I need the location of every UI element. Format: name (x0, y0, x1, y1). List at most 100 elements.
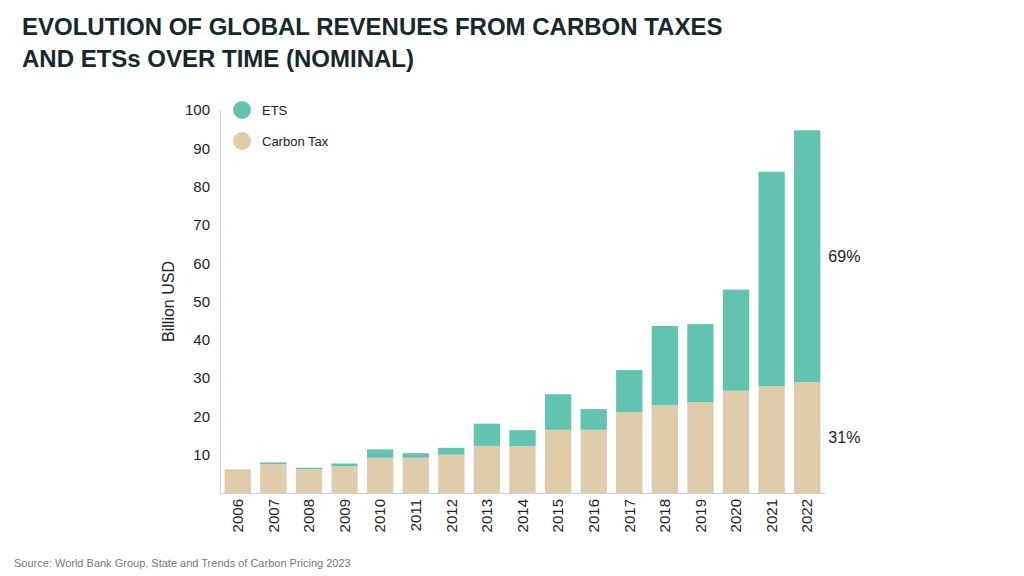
x-tick: 2017 (621, 499, 638, 532)
y-tick: 20 (193, 408, 220, 425)
x-tick: 2014 (514, 499, 531, 532)
y-tick: 60 (193, 255, 220, 272)
x-tick: 2011 (407, 499, 424, 531)
bar (260, 464, 286, 493)
bar (723, 290, 749, 391)
legend-label: ETS (262, 103, 288, 118)
y-tick-label: 80 (193, 178, 210, 195)
x-tick-label: 2013 (478, 499, 495, 532)
y-tick-label: 90 (193, 140, 210, 157)
x-tick-label: 2016 (585, 499, 602, 532)
x-tick: 2022 (798, 499, 815, 532)
x-tick: 2012 (443, 499, 460, 532)
x-tick: 2016 (585, 499, 602, 532)
y-axis-title: Billion USD (160, 261, 177, 342)
bar (794, 382, 820, 493)
y-tick-label: 50 (193, 293, 210, 310)
x-tick: 2013 (478, 499, 495, 532)
bar (509, 430, 535, 446)
x-tick: 2008 (300, 499, 317, 532)
bar (474, 424, 500, 446)
x-tick: 2010 (371, 499, 388, 532)
bar (687, 324, 713, 402)
title: EVOLUTION OF GLOBAL REVENUES FROM CARBON… (22, 13, 722, 72)
x-tick: 2018 (656, 499, 673, 532)
chart: EVOLUTION OF GLOBAL REVENUES FROM CARBON… (0, 0, 1024, 576)
bar (225, 469, 251, 470)
y-tick-label: 40 (193, 331, 210, 348)
bar (758, 386, 784, 493)
bar (581, 409, 607, 430)
x-tick-label: 2006 (229, 499, 246, 532)
x-tick-label: 2015 (549, 499, 566, 532)
bars (225, 130, 821, 493)
source: Source: World Bank Group, State and Tren… (14, 557, 351, 569)
bar (545, 430, 571, 493)
x-tick: 2007 (265, 499, 282, 532)
bar (652, 326, 678, 405)
legend-label: Carbon Tax (262, 134, 329, 149)
bar (367, 458, 393, 493)
bar (545, 394, 571, 430)
x-tick: 2020 (727, 499, 744, 532)
legend: ETS Carbon Tax (233, 101, 329, 150)
y-tick: 30 (193, 369, 220, 386)
y-tick: 10 (193, 446, 220, 463)
x-tick: 2015 (549, 499, 566, 532)
x-tick: 2006 (229, 499, 246, 532)
annotations: 31%69% (828, 248, 860, 446)
bar (616, 370, 642, 412)
y-tick: 80 (193, 178, 220, 195)
x-tick-label: 2012 (443, 499, 460, 532)
bar (438, 448, 464, 455)
bar (331, 464, 357, 467)
y-axis-line (220, 111, 221, 494)
bar (794, 130, 820, 382)
title-line: EVOLUTION OF GLOBAL REVENUES FROM CARBON… (22, 13, 722, 40)
bar (296, 469, 322, 493)
x-tick-label: 2020 (727, 499, 744, 532)
x-tick: 2019 (692, 499, 709, 532)
legend-item: Carbon Tax (233, 132, 329, 150)
x-tick-label: 2009 (336, 499, 353, 532)
y-axis: 10 20 30 40 50 60 70 80 90 100 (185, 101, 221, 493)
bar (367, 449, 393, 457)
y-tick: 100 (185, 101, 220, 118)
x-tick-label: 2014 (514, 499, 531, 532)
y-tick: 70 (193, 216, 220, 233)
share-annotation: 31% (828, 429, 860, 446)
x-tick-label: 2011 (407, 499, 424, 531)
bar (509, 446, 535, 493)
bar (403, 458, 429, 493)
y-tick-label: 60 (193, 255, 210, 272)
bar (758, 172, 784, 386)
legend-swatch (233, 101, 251, 119)
y-tick-label: 100 (185, 101, 210, 118)
bar (438, 455, 464, 493)
bar (616, 412, 642, 493)
plot: 10 20 30 40 50 60 70 80 90 100 2006 2007 2008 2009 201… (185, 101, 860, 532)
x-tick: 2009 (336, 499, 353, 532)
x-tick: 2021 (763, 499, 780, 532)
bar (403, 453, 429, 458)
x-tick-label: 2007 (265, 499, 282, 532)
x-axis-line (221, 493, 826, 494)
x-tick-label: 2022 (798, 499, 815, 532)
x-tick-label: 2019 (692, 499, 709, 532)
y-tick-label: 70 (193, 216, 210, 233)
bar (296, 468, 322, 470)
y-tick: 50 (193, 293, 220, 310)
bar (331, 466, 357, 493)
legend-item: ETS (233, 101, 288, 119)
y-tick-label: 10 (193, 446, 210, 463)
series-bars (225, 382, 821, 493)
y-tick-label: 30 (193, 369, 210, 386)
series-bars (260, 130, 820, 469)
x-tick-label: 2017 (621, 499, 638, 532)
x-tick-label: 2010 (371, 499, 388, 532)
x-tick-label: 2008 (300, 499, 317, 532)
x-axis: 2006 2007 2008 2009 2010 2011 2012 2013 2014 2015… (221, 494, 826, 533)
bar (687, 402, 713, 493)
x-tick-label: 2021 (763, 499, 780, 532)
y-tick: 90 (193, 140, 220, 157)
